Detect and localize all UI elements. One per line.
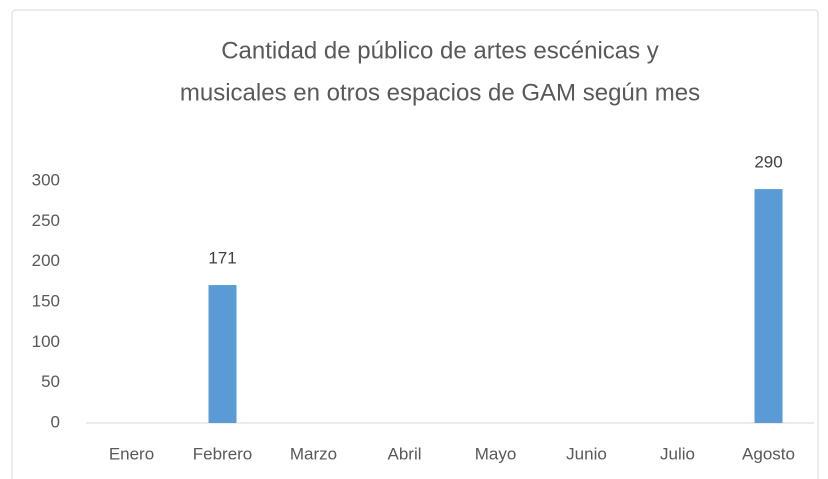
y-tick-label: 100 — [32, 332, 60, 351]
chart-title: musicales en otros espacios de GAM según… — [180, 79, 700, 106]
value-label: 290 — [754, 153, 782, 172]
bar — [208, 285, 237, 423]
x-tick-label: Mayo — [475, 444, 517, 463]
chart-title: Cantidad de público de artes escénicas y — [221, 37, 659, 64]
chart-border — [11, 9, 819, 479]
value-label: 171 — [208, 249, 236, 268]
y-tick-label: 150 — [32, 291, 60, 310]
y-tick-label: 300 — [32, 170, 60, 189]
x-tick-label: Enero — [109, 444, 154, 463]
y-tick-label: 50 — [41, 372, 60, 391]
y-tick-label: 200 — [32, 251, 60, 270]
bar — [754, 189, 783, 423]
x-tick-label: Agosto — [742, 444, 795, 463]
y-tick-label: 250 — [32, 211, 60, 230]
x-tick-label: Junio — [566, 444, 607, 463]
y-tick-label: 0 — [51, 412, 60, 431]
x-tick-label: Febrero — [193, 444, 253, 463]
x-tick-label: Julio — [660, 444, 695, 463]
x-tick-label: Marzo — [290, 444, 337, 463]
x-tick-label: Abril — [387, 444, 421, 463]
